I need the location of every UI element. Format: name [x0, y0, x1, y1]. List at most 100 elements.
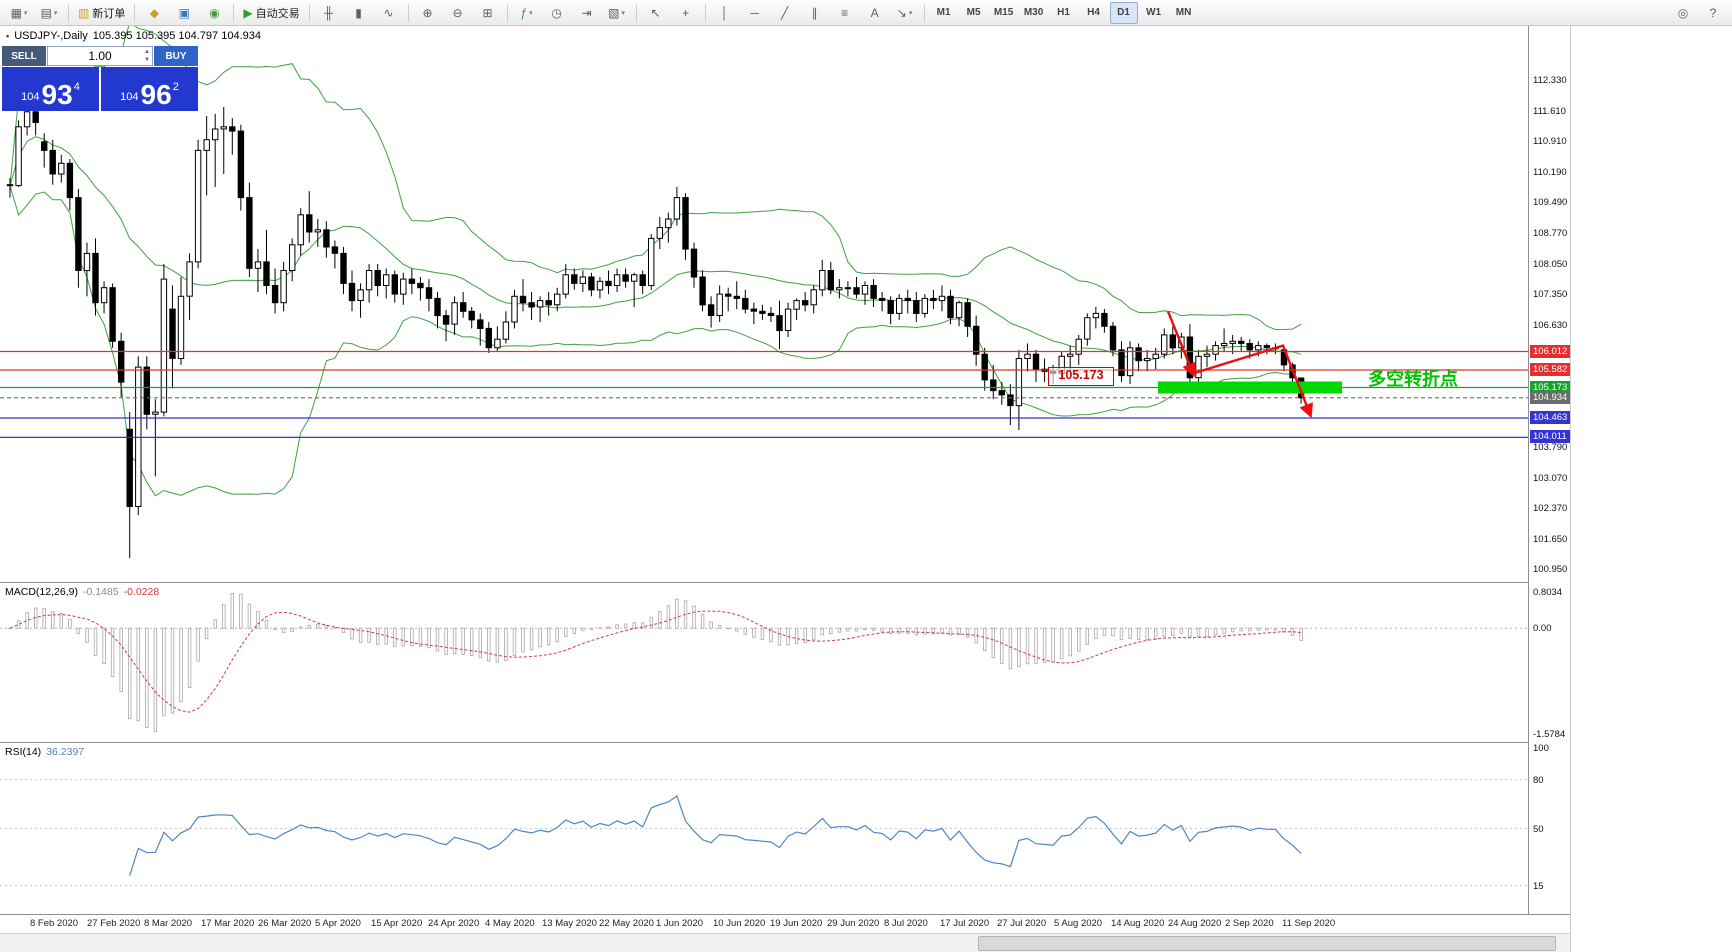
price-tick: 107.350: [1533, 289, 1568, 300]
candle: [32, 111, 39, 124]
candle: [126, 428, 133, 507]
timeframe-m1[interactable]: M1: [930, 2, 958, 24]
timeframe-w1-label: W1: [1146, 7, 1162, 18]
date-axis[interactable]: 8 Feb 2020 27 Feb 2020 8 Mar 2020 17 Mar 20…: [0, 915, 1570, 933]
price-axis[interactable]: 112.330 111.610 110.910 110.190 109.490 108.7…: [1528, 26, 1570, 914]
bar-chart-button-icon: ╫: [324, 5, 333, 20]
crosshair-button[interactable]: +: [672, 2, 700, 24]
new-chart-button[interactable]: ▦ ▾: [5, 2, 33, 24]
candle: [836, 287, 843, 291]
data-window-button[interactable]: ▣: [170, 2, 198, 24]
main-chart-canvas[interactable]: [0, 26, 1528, 582]
timeframe-h1[interactable]: H1: [1050, 2, 1078, 24]
help-button[interactable]: ?: [1699, 2, 1727, 24]
bar-chart-button[interactable]: ╫: [315, 2, 343, 24]
new-chart-button-icon: ▦: [10, 5, 22, 20]
trend-arrow[interactable]: [1166, 310, 1196, 378]
strategy-navigator-button[interactable]: ◉: [200, 2, 228, 24]
volume-spinner[interactable]: ▲ ▼: [144, 48, 150, 64]
horizontal-line-button[interactable]: ─: [741, 2, 769, 24]
candle: [1161, 334, 1168, 355]
sell-price-box[interactable]: 104 93 4: [2, 67, 99, 111]
auto-scroll-button[interactable]: ◷: [543, 2, 571, 24]
tile-windows-button[interactable]: ⊞: [474, 2, 502, 24]
timeframe-m5[interactable]: M5: [960, 2, 988, 24]
timeframe-d1[interactable]: D1: [1109, 1, 1138, 24]
timeframe-w1[interactable]: W1: [1140, 2, 1168, 24]
toolbar-separator: [134, 3, 136, 22]
fibonacci-button[interactable]: ≡: [831, 2, 859, 24]
sell-price-figure: 104: [21, 91, 40, 103]
zoom-in-button-icon: ⊕: [422, 5, 433, 20]
candle: [1152, 353, 1159, 360]
new-order-button[interactable]: ▥ 新订单: [74, 2, 129, 24]
candle: [973, 325, 980, 355]
cursor-button[interactable]: ↖: [642, 2, 670, 24]
zoom-in-button[interactable]: ⊕: [414, 2, 442, 24]
auto-scroll-button-icon: ◷: [551, 5, 562, 20]
vertical-line-button[interactable]: │: [711, 2, 739, 24]
candle: [904, 297, 911, 301]
timeframe-mn[interactable]: MN: [1170, 2, 1198, 24]
indicator-axis-label: -1.5784: [1533, 729, 1566, 740]
candle: [1263, 345, 1271, 349]
candle: [955, 302, 963, 319]
toolbar: ▦ ▾ ▤ ▾ ▥ 新订单 ◆ ▣ ◉ ▶ 自动交易 ╫ ▮ ∿ ⊕ ⊖ ⊞ ƒ ▾ ◷ ⇥ ▧ ▾ ↖ + │ ─ ╱ ∥ ≡ A ↘ ▾ M1…: [0, 0, 1732, 26]
arrows-button-icon: ↘: [896, 5, 907, 20]
price-tag: 104.011: [1530, 430, 1570, 443]
autotrading-button-icon: ▶: [243, 5, 253, 20]
candle: [118, 340, 125, 383]
price-tick: 110.190: [1533, 167, 1567, 178]
macd-canvas[interactable]: [0, 583, 1528, 742]
chart-settings-button[interactable]: ▧ ▾: [603, 2, 631, 24]
candle: [152, 411, 159, 415]
chevron-down-icon: ▾: [53, 9, 58, 17]
turning-point-annotation[interactable]: 多空转折点: [1368, 369, 1458, 389]
trendline-button[interactable]: ╱: [771, 2, 799, 24]
text-button[interactable]: A: [861, 2, 889, 24]
price-level-label[interactable]: 105.173: [1048, 367, 1114, 386]
chart-profiles-button[interactable]: ▤ ▾: [35, 2, 63, 24]
candle: [1118, 349, 1125, 377]
candle: [434, 297, 441, 317]
buy-button[interactable]: BUY: [154, 46, 198, 66]
line-chart-button[interactable]: ∿: [375, 2, 403, 24]
sell-button[interactable]: SELL: [2, 46, 46, 66]
symbol-title-text: USDJPY-,Daily: [14, 30, 88, 42]
date-label: 26 Mar 2020: [258, 918, 312, 929]
zoom-out-button[interactable]: ⊖: [444, 2, 472, 24]
buy-price-box[interactable]: 104 96 2: [101, 67, 198, 111]
rsi-canvas[interactable]: [0, 743, 1528, 914]
turning-zone-bar[interactable]: [1158, 381, 1342, 394]
scrollbar-thumb[interactable]: [978, 936, 1556, 951]
autotrading-button[interactable]: ▶ 自动交易: [239, 2, 303, 24]
panel-separator[interactable]: [0, 742, 1570, 743]
panel-separator[interactable]: [0, 582, 1570, 583]
chart-shift-button[interactable]: ⇥: [573, 2, 601, 24]
candle: [707, 304, 715, 316]
arrows-button[interactable]: ↘ ▾: [891, 2, 919, 24]
search-button[interactable]: ◎: [1669, 2, 1697, 24]
indicators-button[interactable]: ƒ ▾: [513, 2, 541, 24]
trend-arrow[interactable]: [1192, 344, 1314, 419]
candle: [271, 285, 279, 304]
market-watch-button[interactable]: ◆: [140, 2, 168, 24]
timeframe-h4[interactable]: H4: [1080, 2, 1108, 24]
candle: [519, 295, 527, 304]
data-window-button-icon: ▣: [178, 5, 191, 20]
toolbar-separator: [923, 3, 925, 22]
candle: [1255, 345, 1262, 351]
price-tag: 104.463: [1530, 411, 1570, 424]
candle: [536, 300, 544, 308]
spinner-down-icon[interactable]: ▼: [144, 57, 150, 63]
price-tick: 110.910: [1533, 136, 1567, 147]
date-label: 4 May 2020: [485, 918, 535, 929]
timeframe-mn-label: MN: [1175, 7, 1192, 18]
timeframe-m30[interactable]: M30: [1020, 2, 1048, 24]
timeframe-m15[interactable]: M15: [990, 2, 1018, 24]
candlestick-chart-button[interactable]: ▮: [345, 2, 373, 24]
channel-button[interactable]: ∥: [801, 2, 829, 24]
volume-input[interactable]: 1.00 ▲ ▼: [47, 46, 153, 66]
spinner-up-icon[interactable]: ▲: [144, 49, 150, 55]
horizontal-scrollbar[interactable]: [0, 933, 1570, 952]
